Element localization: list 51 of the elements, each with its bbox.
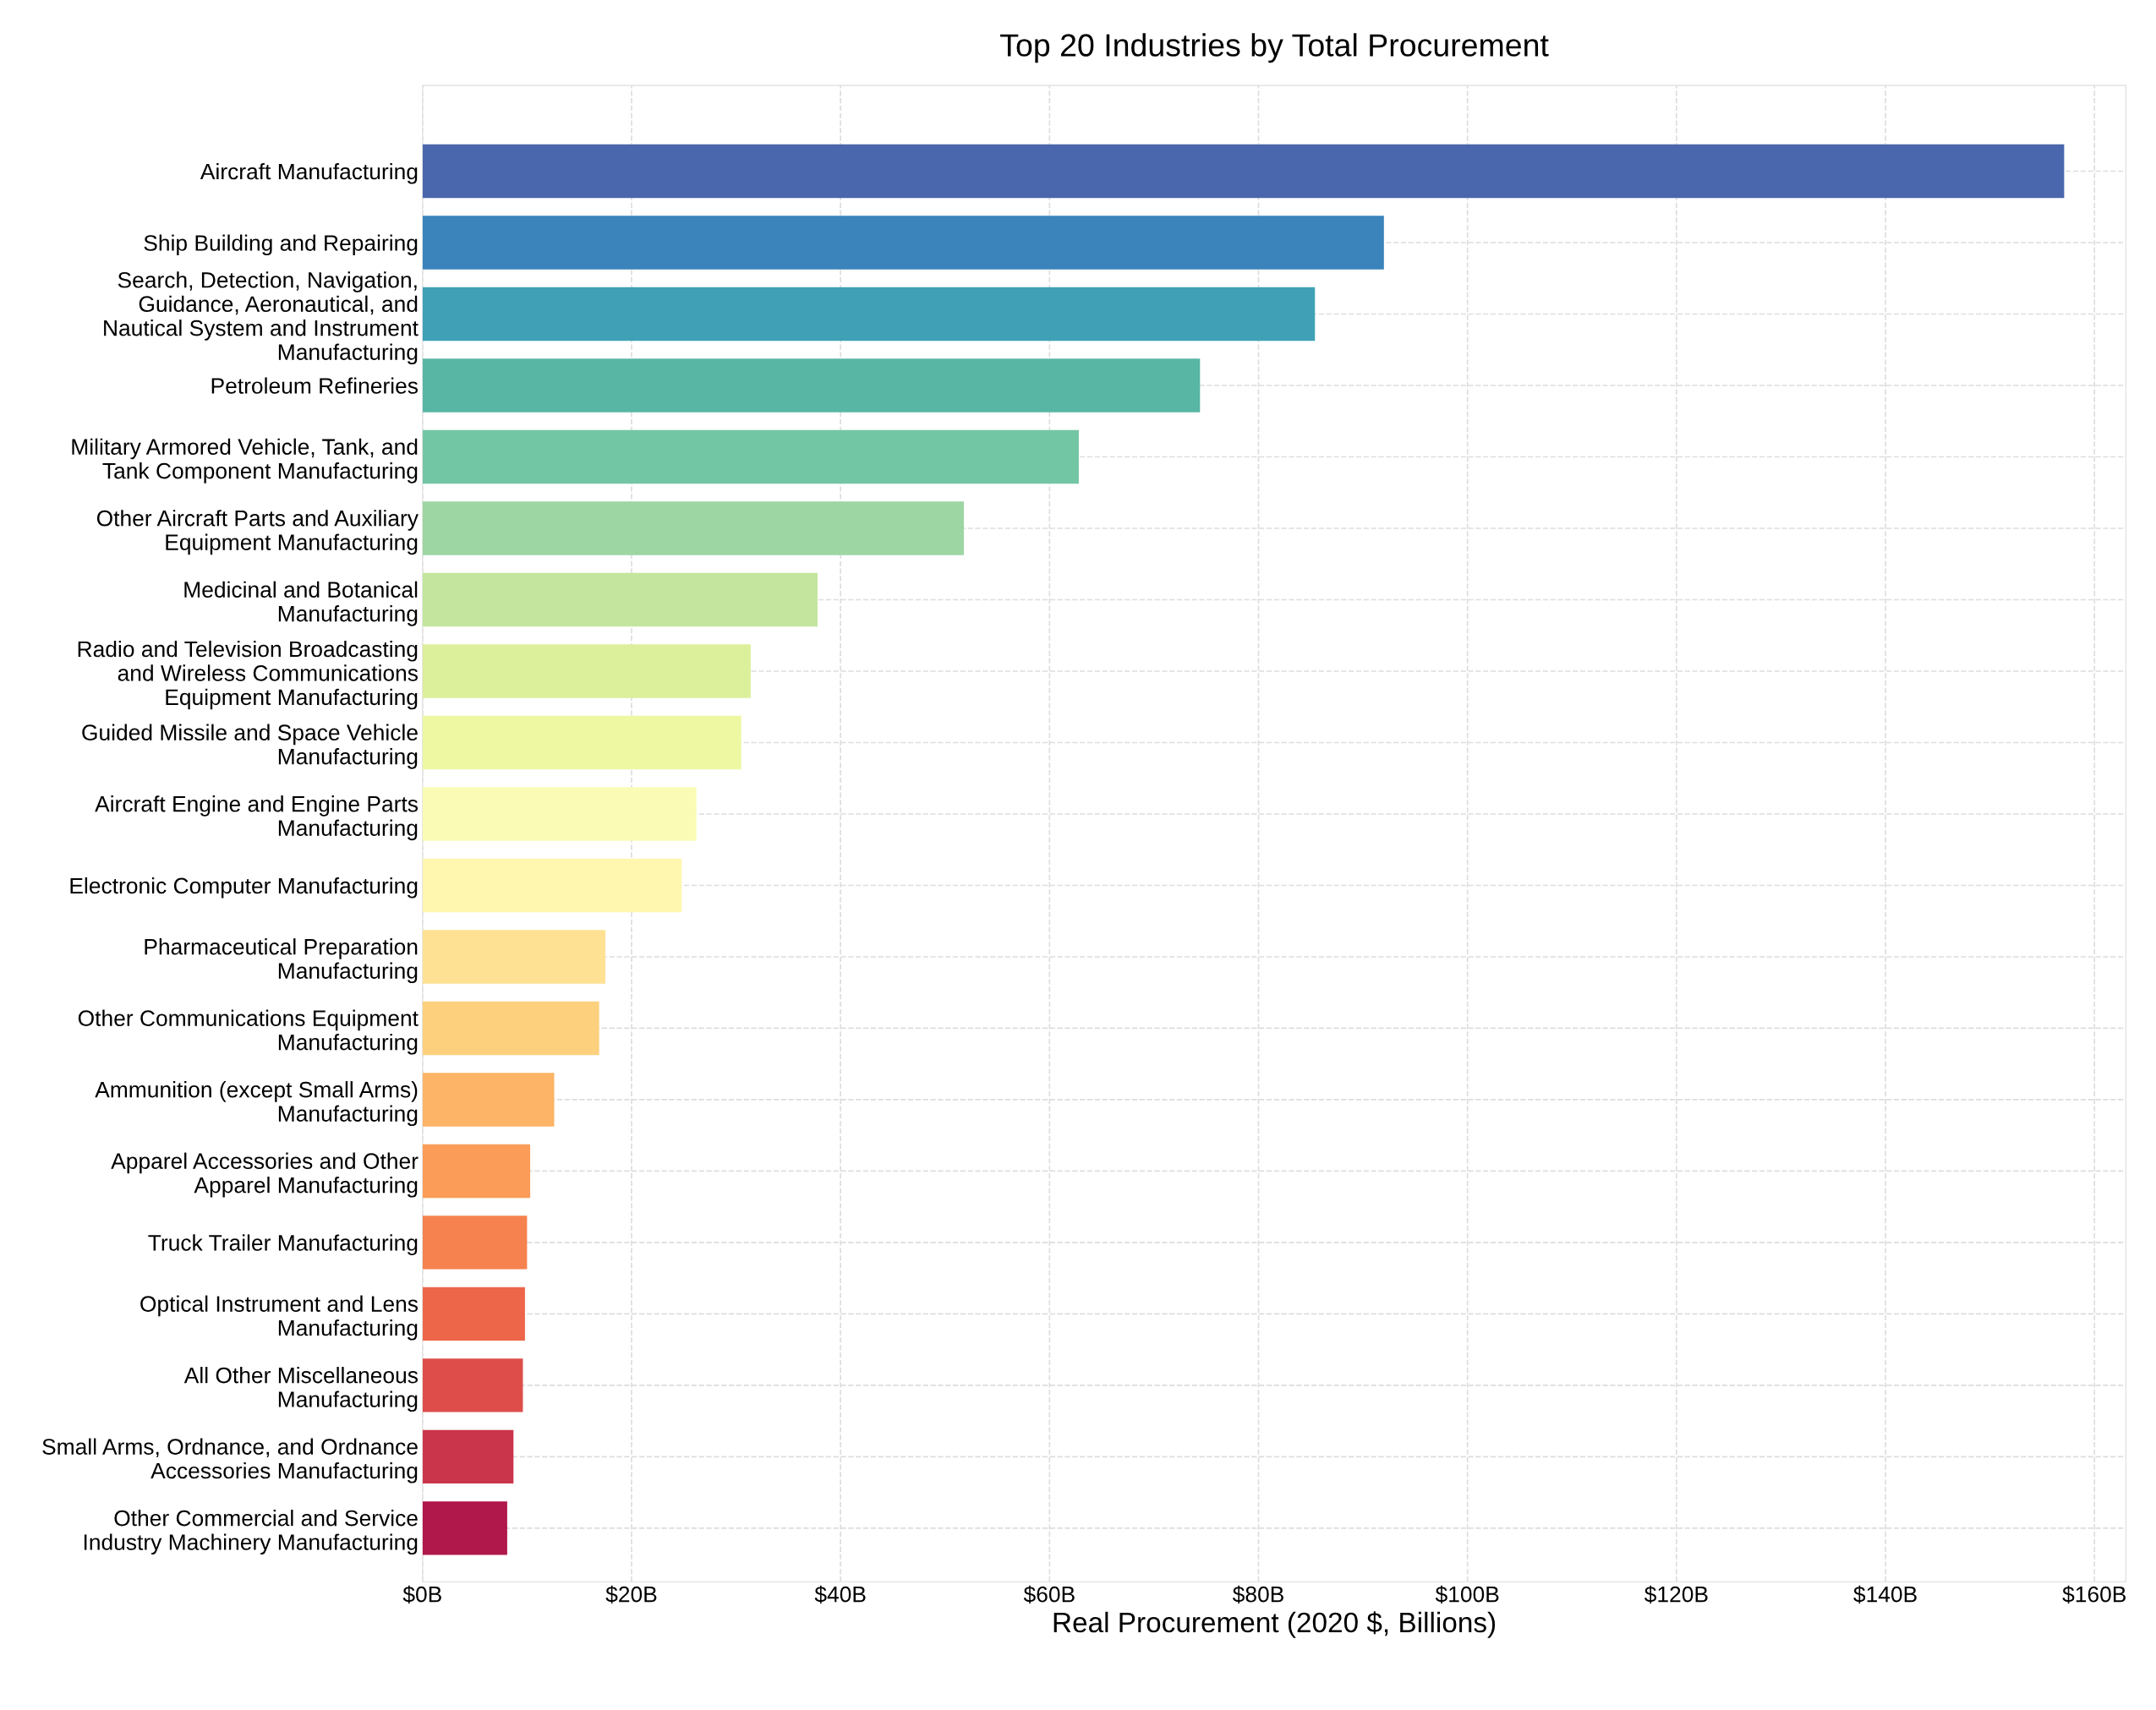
bar xyxy=(422,1144,531,1199)
x-tick-label: $120B xyxy=(1644,1585,1708,1604)
bar xyxy=(422,572,818,627)
x-axis-title: Real Procurement (2020 $, Billions) xyxy=(1053,1611,1496,1638)
x-tick-label: $80B xyxy=(1232,1585,1283,1604)
x-tick-label: $60B xyxy=(1023,1585,1075,1604)
bar xyxy=(422,715,741,770)
bar xyxy=(422,1429,514,1484)
y-tick-label: Ammunition (except Small Arms) Manufacturing xyxy=(95,1081,418,1127)
x-tick-label: $20B xyxy=(605,1585,657,1604)
bar xyxy=(422,1001,599,1056)
y-tick-label: Other Commercial and Service Industry Machinery Manufacturing xyxy=(84,1510,418,1555)
y-tick-label: Military Armored Vehicle, Tank, and Tank Component Manufacturing xyxy=(72,438,418,483)
y-tick-label: Optical Instrument and Lens Manufacturing xyxy=(140,1295,419,1341)
bar xyxy=(422,1358,523,1412)
y-tick-label: Radio and Television Broadcasting and Wireless Communications Equipment Manufacturing xyxy=(78,640,418,710)
bar xyxy=(422,144,2065,199)
bar xyxy=(422,358,1201,412)
y-tick-label: Ship Building and Repairing xyxy=(144,234,418,256)
bar xyxy=(422,1216,528,1270)
y-tick-label: Other Aircraft Parts and Auxiliary Equipment Manufacturing xyxy=(96,510,419,555)
x-tick-label: $140B xyxy=(1853,1585,1917,1604)
bar xyxy=(422,501,964,555)
y-tick-label: Other Communications Equipment Manufacturing xyxy=(78,1009,419,1055)
y-tick-label: Pharmaceutical Preparation Manufacturing xyxy=(145,938,418,984)
y-tick-label: Guided Missile and Space Vehicle Manufacturing xyxy=(82,724,418,769)
bar xyxy=(422,1287,525,1341)
bar xyxy=(422,1501,507,1555)
y-tick-label: Petroleum Refineries xyxy=(211,377,418,394)
bar xyxy=(422,858,682,913)
x-tick-label: $40B xyxy=(814,1585,866,1604)
y-tick-label: Apparel Accessories and Other Apparel Manufacturing xyxy=(111,1152,419,1198)
x-tick-label: $0B xyxy=(402,1585,441,1604)
x-tick-label: $160B xyxy=(2062,1585,2126,1604)
y-tick-label: Medicinal and Botanical Manufacturing xyxy=(184,581,418,626)
y-tick-label: Electronic Computer Manufacturing xyxy=(70,877,418,899)
bar xyxy=(422,429,1079,484)
y-tick-label: Aircraft Manufacturing xyxy=(200,162,418,184)
y-tick-label: Truck Trailer Manufacturing xyxy=(148,1234,418,1255)
x-tick-label: $100B xyxy=(1435,1585,1499,1604)
bar xyxy=(422,787,697,841)
bar xyxy=(422,930,606,984)
y-tick-label: Small Arms, Ordnance, and Ordnance Accessories Manufacturing xyxy=(42,1438,418,1483)
bar xyxy=(422,644,751,698)
y-tick-label: Aircraft Engine and Engine Parts Manufacturing xyxy=(95,795,419,841)
y-tick-label: Search, Detection, Navigation, Guidance, Aeronautical, and Nautical System and Instrument Manufacturing xyxy=(104,271,419,365)
bar xyxy=(422,1073,555,1127)
bar xyxy=(422,216,1384,270)
y-tick-label: All Other Miscellaneous Manufacturing xyxy=(183,1367,418,1412)
bar xyxy=(422,287,1316,341)
chart-title: Top 20 Industries by Total Procurement xyxy=(1000,33,1549,63)
